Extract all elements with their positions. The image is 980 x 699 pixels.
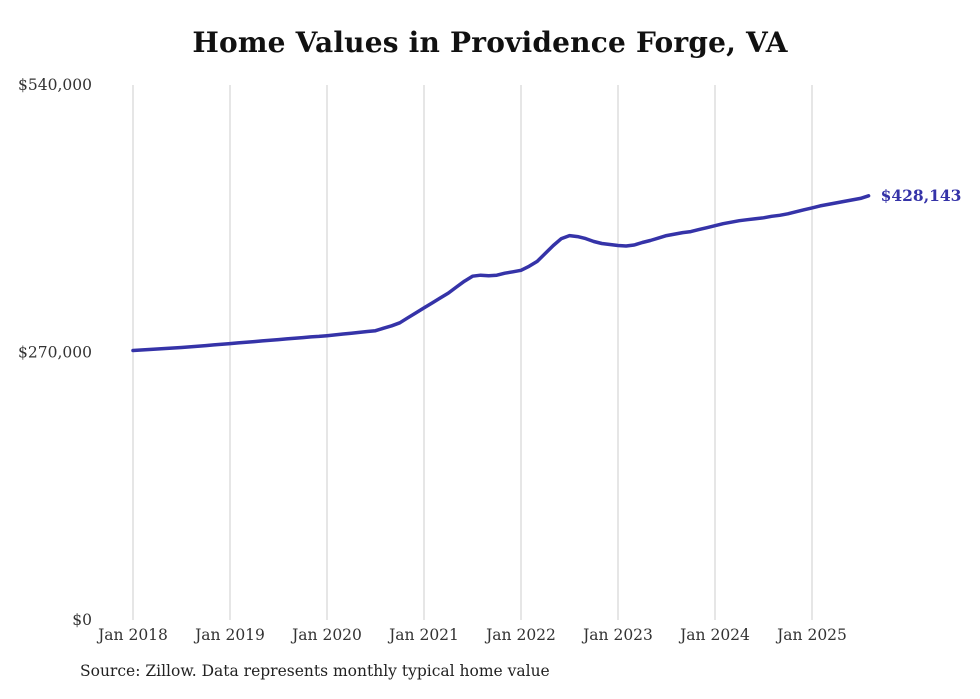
- end-value-label: $428,143: [881, 186, 962, 205]
- x-axis-tick-label: Jan 2022: [484, 626, 556, 644]
- x-axis-tick-label: Jan 2019: [193, 626, 265, 644]
- x-axis-tick-label: Jan 2023: [581, 626, 653, 644]
- chart-title: Home Values in Providence Forge, VA: [192, 26, 788, 59]
- x-axis-tick-label: Jan 2021: [387, 626, 459, 644]
- y-axis-tick-label: $270,000: [18, 344, 92, 362]
- x-axis-tick-label: Jan 2024: [678, 626, 750, 644]
- y-axis-tick-label: $0: [72, 611, 92, 629]
- home-value-line-series: [131, 194, 871, 353]
- x-axis-tick-label: Jan 2020: [290, 626, 362, 644]
- y-axis-tick-label: $540,000: [18, 76, 92, 94]
- x-axis-tick-label: Jan 2018: [96, 626, 168, 644]
- source-note: Source: Zillow. Data represents monthly …: [80, 662, 550, 680]
- x-axis-tick-label: Jan 2025: [775, 626, 847, 644]
